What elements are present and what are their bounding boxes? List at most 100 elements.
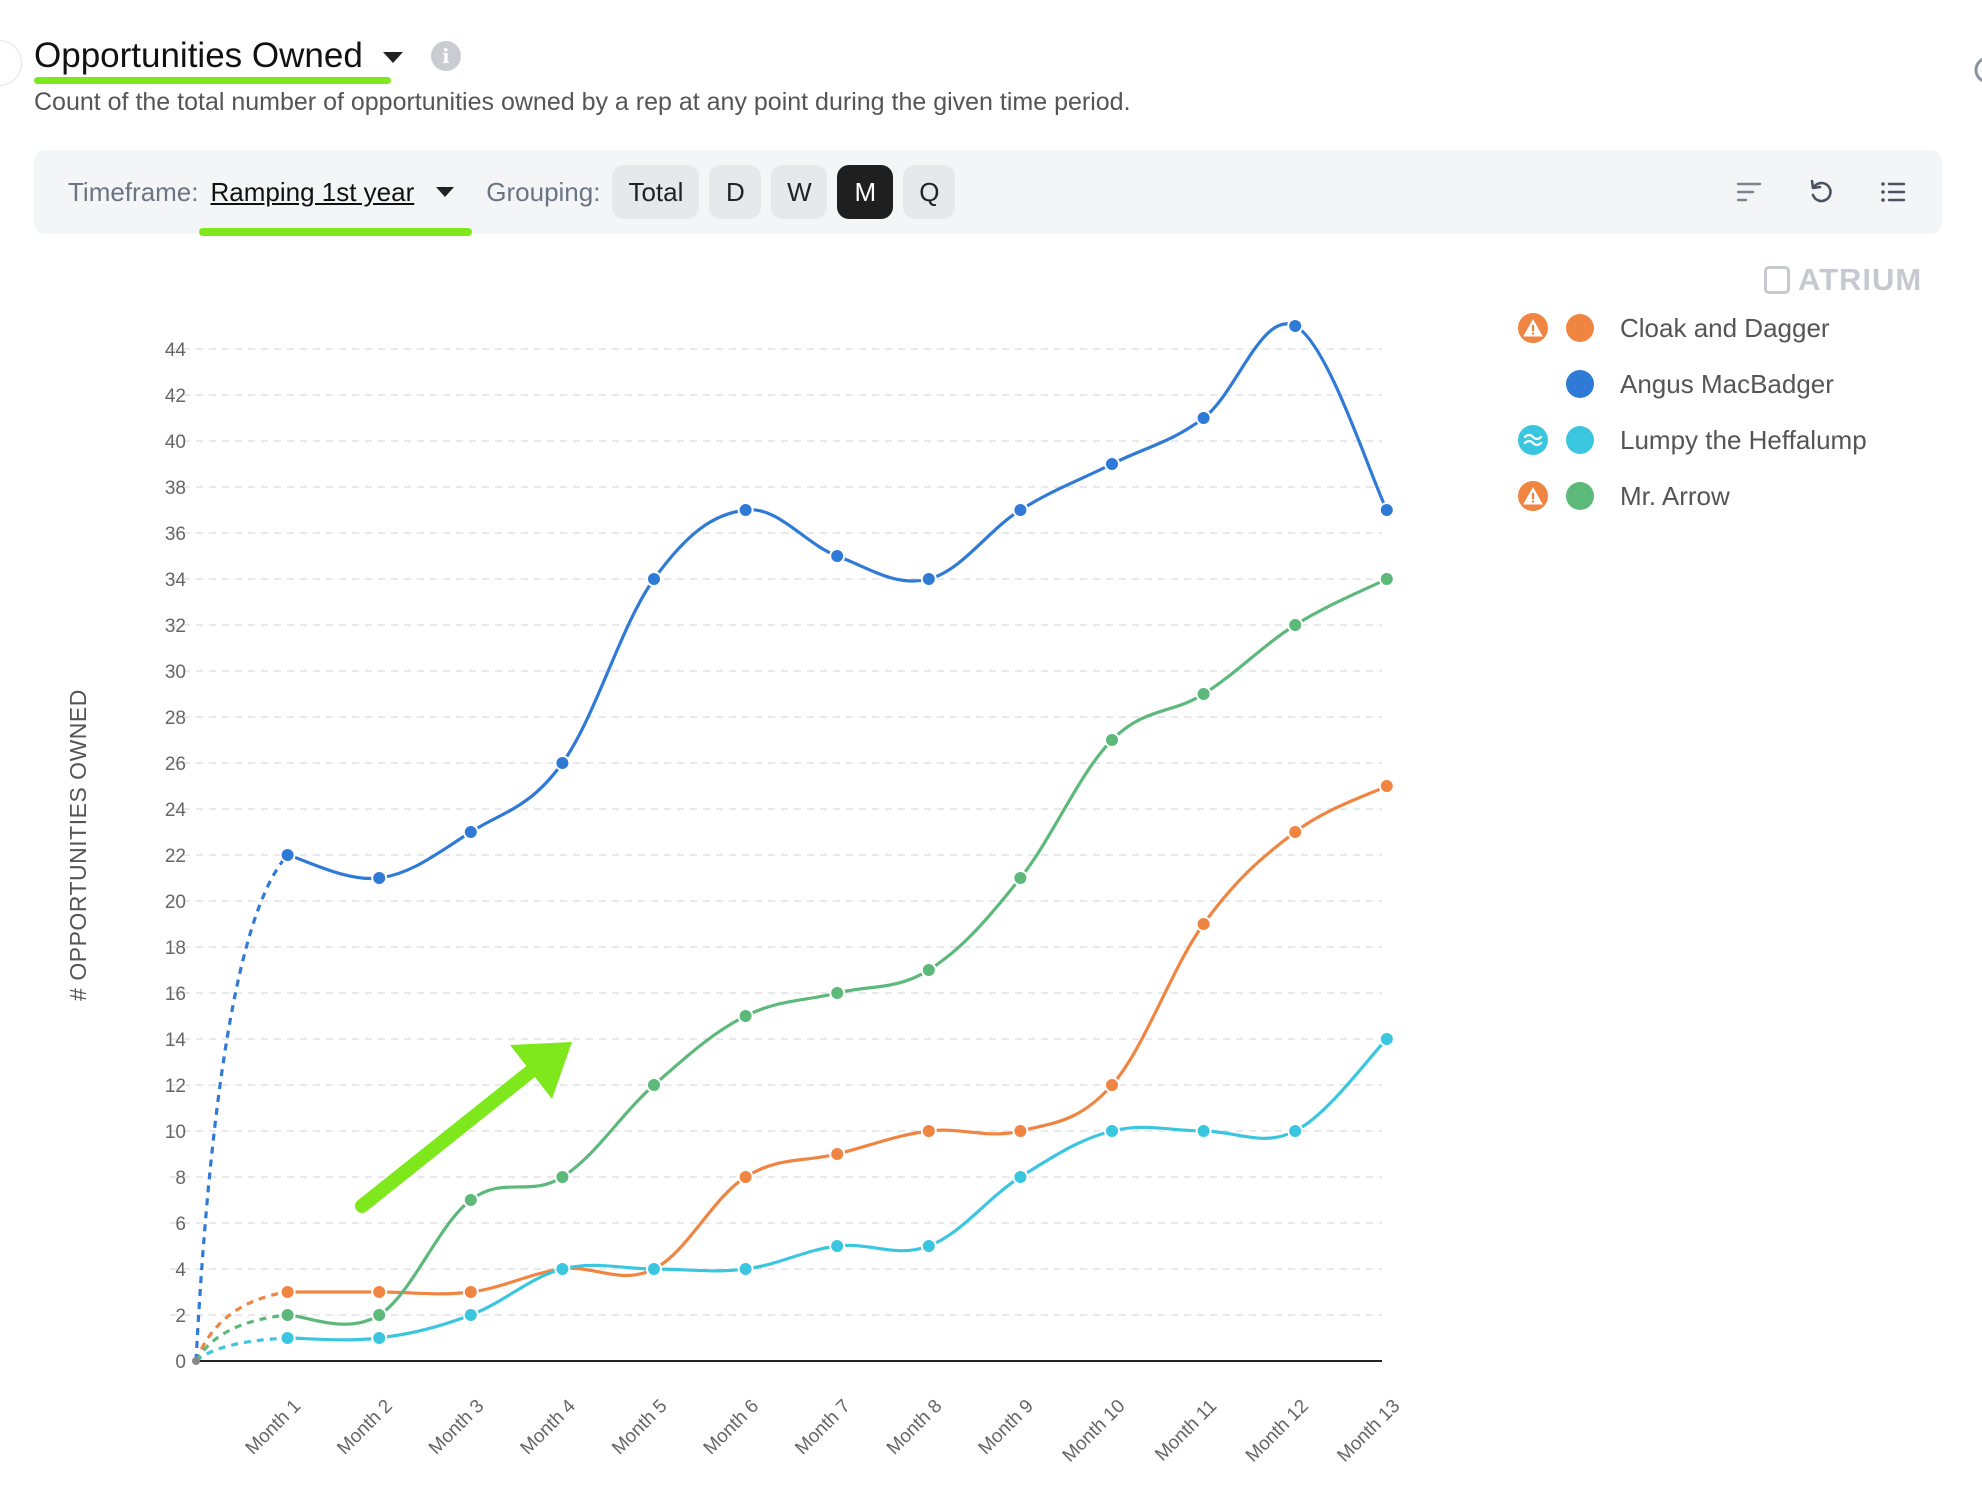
y-tick-label: 26 xyxy=(165,754,186,775)
timeframe-caret-icon[interactable] xyxy=(436,187,455,197)
y-axis-ticks: 0246810121416182022242628303234363840424… xyxy=(165,340,187,1373)
y-tick-label: 30 xyxy=(165,662,186,683)
legend-dot xyxy=(1566,482,1594,510)
data-point xyxy=(554,1261,571,1277)
x-tick-label: Month 7 xyxy=(791,1396,854,1459)
data-point xyxy=(1195,410,1212,426)
toolbar-actions xyxy=(1734,150,1908,234)
data-point xyxy=(279,1330,296,1346)
warning-icon xyxy=(1518,313,1548,343)
y-tick-label: 18 xyxy=(165,938,186,959)
grouping-label: Grouping: xyxy=(486,176,601,207)
legend-label: Cloak and Dagger xyxy=(1620,312,1830,343)
y-tick-label: 38 xyxy=(165,478,186,499)
legend-dot xyxy=(1566,314,1594,342)
grouping-week-button[interactable]: W xyxy=(771,165,828,219)
legend-item-lumpy-the-heffalump[interactable]: Lumpy the Heffalump xyxy=(1518,412,1867,468)
data-point xyxy=(1012,870,1029,886)
data-point xyxy=(1287,318,1304,334)
data-point xyxy=(646,1261,662,1277)
data-point xyxy=(1195,1123,1212,1139)
annotation-arrow xyxy=(355,1042,572,1213)
series-origin-dashed-line xyxy=(194,1336,288,1363)
y-tick-label: 8 xyxy=(175,1168,186,1189)
wave-icon xyxy=(1518,425,1548,455)
title-highlight xyxy=(34,77,391,84)
data-point xyxy=(1104,1077,1120,1093)
data-point xyxy=(554,755,571,771)
info-icon[interactable]: i xyxy=(430,41,461,71)
grouping-quarter-button[interactable]: Q xyxy=(903,165,956,219)
series-origin-dashed-line xyxy=(194,1290,288,1362)
x-tick-label: Month 9 xyxy=(975,1396,1038,1459)
series-origin-dashed-line xyxy=(194,853,289,1362)
data-point xyxy=(1287,824,1304,840)
legend-label: Mr. Arrow xyxy=(1620,480,1730,511)
y-axis-title: # OPPORTUNITIES OWNED xyxy=(65,689,91,1001)
data-point xyxy=(646,571,662,587)
series-line xyxy=(287,577,1388,1326)
data-point xyxy=(1012,502,1029,518)
y-tick-label: 34 xyxy=(165,570,187,591)
data-point xyxy=(737,502,754,518)
timeframe-select[interactable]: Ramping 1st year xyxy=(198,177,473,236)
origin-point xyxy=(192,1357,200,1365)
brand-name: ATRIUM xyxy=(1798,262,1923,297)
x-tick-label: Month 6 xyxy=(700,1396,763,1459)
y-tick-label: 28 xyxy=(165,708,186,729)
chart-legend: Cloak and Dagger Angus MacBadger Lumpy t… xyxy=(1518,300,1867,524)
x-tick-label: Month 4 xyxy=(517,1395,581,1459)
grouping-total-button[interactable]: Total xyxy=(612,165,700,219)
legend-item-cloak-and-dagger[interactable]: Cloak and Dagger xyxy=(1518,300,1867,356)
y-tick-label: 2 xyxy=(175,1306,186,1327)
legend-dot xyxy=(1566,370,1594,398)
x-tick-label: Month 3 xyxy=(425,1396,488,1459)
x-tick-label: Month 12 xyxy=(1242,1396,1313,1467)
page-subtitle: Count of the total number of opportuniti… xyxy=(34,88,1131,116)
add-widget-icon[interactable] xyxy=(1964,50,1982,92)
list-icon[interactable] xyxy=(1878,177,1908,207)
warning-icon xyxy=(1518,481,1548,511)
data-point xyxy=(462,1192,479,1208)
grouping-day-button[interactable]: D xyxy=(709,165,762,219)
data-point xyxy=(1012,1169,1029,1185)
series-line xyxy=(287,322,1389,881)
y-tick-label: 32 xyxy=(165,616,186,637)
chart-grid xyxy=(170,348,1382,1362)
legend-label: Angus MacBadger xyxy=(1620,368,1834,399)
data-point xyxy=(279,1284,296,1300)
badge-slot xyxy=(1518,425,1548,455)
x-tick-label: Month 2 xyxy=(333,1396,396,1459)
sort-icon[interactable] xyxy=(1734,177,1764,207)
y-tick-label: 14 xyxy=(165,1030,187,1051)
y-tick-label: 4 xyxy=(175,1260,186,1281)
data-point xyxy=(1287,1123,1304,1139)
legend-item-mr-arrow[interactable]: Mr. Arrow xyxy=(1518,468,1867,524)
y-tick-label: 20 xyxy=(165,892,186,913)
y-tick-label: 0 xyxy=(175,1352,186,1373)
brand-chart-icon xyxy=(1764,266,1790,294)
data-point xyxy=(646,1077,662,1093)
y-tick-label: 36 xyxy=(165,524,186,545)
data-point xyxy=(1012,1123,1029,1139)
title-row: Opportunities Owned i xyxy=(34,30,1934,84)
legend-item-angus-macbadger[interactable]: Angus MacBadger xyxy=(1518,356,1867,412)
data-point xyxy=(1378,571,1395,587)
brand-logo: ATRIUM xyxy=(1764,262,1922,298)
y-tick-label: 24 xyxy=(165,800,187,821)
series-origin-dashed-line xyxy=(194,1313,288,1362)
data-point xyxy=(1378,502,1395,518)
grouping-month-button[interactable]: M xyxy=(837,165,894,219)
data-point xyxy=(829,1238,846,1254)
page-title[interactable]: Opportunities Owned xyxy=(34,36,391,84)
data-point xyxy=(462,1307,479,1323)
data-point xyxy=(920,962,937,978)
undo-icon[interactable] xyxy=(1806,177,1836,207)
title-dropdown-caret-icon[interactable] xyxy=(382,51,403,63)
data-point xyxy=(1195,916,1212,932)
data-point xyxy=(371,1307,388,1323)
data-point xyxy=(920,571,937,587)
data-point xyxy=(371,870,388,886)
badge-slot xyxy=(1518,313,1548,343)
